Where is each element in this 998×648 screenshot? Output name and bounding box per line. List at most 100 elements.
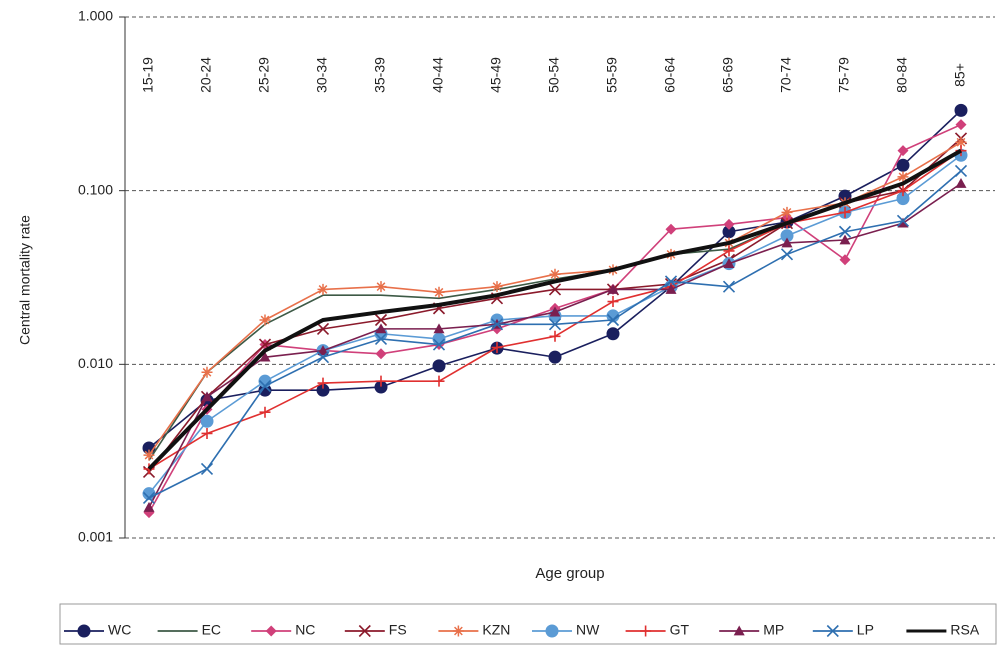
data-point bbox=[490, 318, 504, 331]
data-point bbox=[549, 306, 561, 317]
data-point bbox=[259, 351, 271, 362]
data-point bbox=[432, 359, 446, 373]
data-point bbox=[955, 136, 967, 148]
data-point bbox=[317, 345, 329, 355]
data-point bbox=[375, 348, 387, 360]
data-point bbox=[897, 145, 909, 157]
data-point bbox=[200, 462, 214, 475]
data-point bbox=[781, 237, 793, 248]
data-point bbox=[258, 379, 272, 393]
data-point bbox=[316, 351, 330, 364]
data-point bbox=[259, 314, 271, 326]
data-point bbox=[433, 375, 445, 387]
data-point bbox=[722, 280, 736, 293]
data-point bbox=[896, 192, 910, 206]
x-tick-label: 80-84 bbox=[894, 57, 910, 93]
data-point bbox=[897, 171, 909, 183]
legend-item: LP bbox=[812, 622, 874, 638]
x-tick-label: 55-59 bbox=[604, 57, 620, 93]
data-point bbox=[491, 342, 503, 354]
data-point bbox=[200, 414, 214, 428]
data-point bbox=[954, 103, 968, 117]
legend-label: GT bbox=[670, 622, 690, 638]
x-tick-label: 75-79 bbox=[836, 57, 852, 93]
x-tick-label: 70-74 bbox=[778, 57, 794, 93]
data-point bbox=[142, 491, 156, 505]
legend-marker bbox=[77, 624, 91, 638]
data-point bbox=[143, 449, 155, 461]
data-point bbox=[317, 283, 329, 295]
data-point bbox=[665, 283, 677, 294]
data-point bbox=[780, 229, 794, 243]
legend-item: KZN bbox=[438, 622, 510, 638]
x-tick-label: 20-24 bbox=[198, 57, 214, 93]
x-tick-label: 15-19 bbox=[140, 57, 156, 93]
data-point bbox=[723, 258, 735, 269]
legend-item: GT bbox=[625, 622, 690, 638]
data-point bbox=[433, 323, 445, 334]
legend-marker bbox=[640, 625, 652, 637]
data-point bbox=[839, 234, 851, 245]
data-point bbox=[955, 119, 967, 131]
data-point bbox=[607, 296, 619, 308]
data-point bbox=[722, 225, 736, 239]
data-point bbox=[606, 313, 620, 327]
series-line bbox=[147, 148, 962, 471]
data-point bbox=[432, 338, 446, 351]
legend-label: FS bbox=[389, 622, 407, 638]
legend-marker bbox=[733, 625, 745, 636]
legend-label: WC bbox=[108, 622, 131, 638]
data-point bbox=[606, 327, 620, 341]
x-tick-label: 25-29 bbox=[256, 57, 272, 93]
data-point bbox=[548, 283, 562, 296]
data-point bbox=[954, 164, 968, 177]
y-tick-label: 0.100 bbox=[78, 181, 113, 197]
data-point bbox=[316, 322, 330, 335]
data-point bbox=[549, 330, 561, 342]
legend-label: EC bbox=[202, 622, 221, 638]
data-point bbox=[143, 501, 155, 512]
data-point bbox=[549, 268, 561, 280]
data-point bbox=[316, 383, 330, 397]
x-tick-label: 50-54 bbox=[546, 57, 562, 93]
data-point bbox=[896, 158, 910, 172]
legend-item: WC bbox=[64, 622, 131, 638]
legend-marker bbox=[265, 625, 277, 637]
legend-label: NW bbox=[576, 622, 600, 638]
data-point bbox=[258, 383, 272, 397]
data-point bbox=[317, 377, 329, 389]
data-point bbox=[780, 248, 794, 261]
legend-box bbox=[59, 603, 997, 645]
data-point bbox=[955, 177, 967, 188]
legend-marker bbox=[452, 625, 464, 637]
legend-marker bbox=[358, 624, 371, 638]
y-tick-label: 1.000 bbox=[78, 8, 113, 24]
data-point bbox=[607, 283, 619, 294]
data-point bbox=[606, 309, 620, 323]
y-tick-label: 0.001 bbox=[78, 529, 113, 545]
data-point bbox=[201, 366, 213, 378]
x-tick-label: 45-49 bbox=[488, 57, 504, 93]
data-point bbox=[375, 281, 387, 293]
data-point bbox=[548, 350, 562, 364]
data-point bbox=[781, 206, 793, 218]
data-point bbox=[723, 245, 735, 257]
y-tick-label: 0.010 bbox=[78, 355, 113, 371]
x-tick-label: 85+ bbox=[952, 63, 968, 87]
legend-label: LP bbox=[857, 622, 874, 638]
x-tick-label: 60-64 bbox=[662, 57, 678, 93]
legend-marker bbox=[545, 624, 559, 638]
x-tick-label: 65-69 bbox=[720, 57, 736, 93]
legend-item: EC bbox=[157, 622, 221, 638]
legend-item: MP bbox=[719, 622, 784, 638]
legend-marker bbox=[826, 624, 839, 638]
data-point bbox=[548, 318, 562, 331]
x-tick-label: 30-34 bbox=[314, 57, 330, 93]
legend-label: KZN bbox=[482, 622, 510, 638]
data-point bbox=[664, 275, 678, 288]
data-point bbox=[897, 185, 909, 197]
x-tick-label: 35-39 bbox=[372, 57, 388, 93]
legend-item: NC bbox=[251, 622, 315, 638]
data-point bbox=[259, 406, 271, 418]
